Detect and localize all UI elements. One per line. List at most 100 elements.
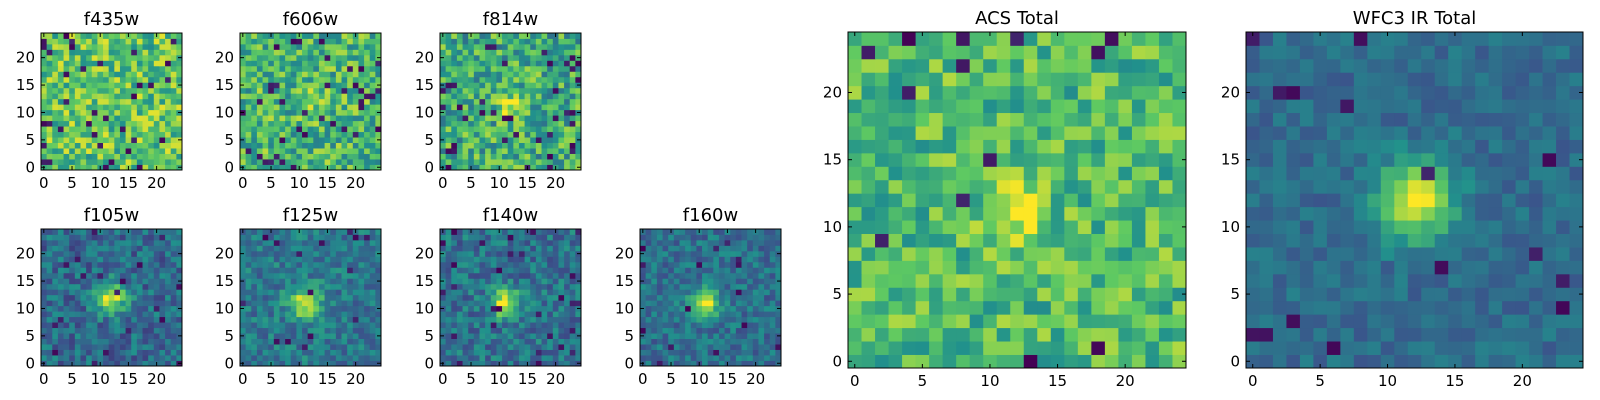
heatmap-cell (341, 43, 348, 50)
heatmap-cell (245, 289, 252, 296)
heatmap-cell (369, 115, 376, 122)
heatmap-cell (496, 159, 503, 165)
heatmap-cell (142, 115, 149, 122)
heatmap-cell (136, 159, 143, 165)
heatmap-cell (747, 234, 754, 241)
heatmap-cell (369, 234, 376, 241)
heatmap-cell (131, 305, 138, 312)
heatmap-cell (479, 131, 486, 138)
heatmap-cell (462, 289, 469, 296)
heatmap-cell (91, 283, 98, 290)
heatmap-cell (108, 65, 115, 72)
x-tick-label: 5 (67, 370, 77, 388)
heatmap-cell (307, 229, 314, 235)
heatmap-cell (251, 60, 258, 67)
heatmap-cell (57, 256, 64, 263)
heatmap-cell (929, 300, 944, 315)
heatmap-cell (285, 316, 292, 323)
heatmap-cell (769, 278, 776, 285)
heatmap-cell (302, 131, 309, 138)
heatmap-cell (330, 76, 337, 83)
heatmap-cell (176, 245, 183, 252)
heatmap-cell (485, 327, 492, 334)
heatmap-cell (114, 164, 121, 171)
heatmap-cell (176, 229, 183, 235)
heatmap-cell (496, 333, 503, 339)
heatmap-cell (347, 316, 354, 323)
heatmap-cell (468, 137, 475, 143)
heatmap-cell (74, 164, 81, 171)
heatmap-cell (496, 65, 503, 72)
heatmap-cell (358, 137, 365, 143)
heatmap-cell (552, 333, 559, 339)
heatmap-cell (245, 229, 252, 235)
heatmap-cell (485, 338, 492, 345)
heatmap-cell (735, 344, 742, 350)
heatmap-cell (552, 305, 559, 312)
heatmap-cell (273, 305, 280, 312)
heatmap-cell (496, 234, 503, 241)
heatmap-cell (713, 338, 720, 345)
heatmap-cell (341, 344, 348, 350)
heatmap-cell (558, 33, 565, 39)
heatmap-cell (347, 267, 354, 274)
heatmap-cell (861, 220, 876, 234)
heatmap-cell (479, 71, 486, 78)
heatmap-cell (558, 54, 565, 61)
heatmap-cell (131, 327, 138, 334)
heatmap-cell (651, 322, 658, 329)
heatmap-cell (479, 120, 486, 127)
heatmap-cell (445, 131, 452, 138)
heatmap-cell (251, 93, 258, 100)
heatmap-cell (440, 245, 447, 252)
heatmap-cell (268, 65, 275, 72)
heatmap-cell (369, 289, 376, 296)
heatmap-cell (324, 272, 331, 279)
heatmap-cell (251, 148, 258, 154)
heatmap-cell (251, 272, 258, 279)
heatmap-cell (468, 71, 475, 78)
heatmap-cell (352, 93, 359, 100)
heatmap-cell (148, 82, 155, 89)
heatmap-cell (690, 360, 697, 367)
heatmap-cell (352, 38, 359, 45)
heatmap-cell (364, 98, 371, 105)
heatmap-cell (1091, 300, 1106, 315)
heatmap-cell (547, 109, 554, 116)
heatmap-cell (74, 360, 81, 367)
heatmap-cell (1023, 247, 1038, 261)
heatmap-cell (347, 33, 354, 39)
heatmap-cell (535, 115, 542, 122)
heatmap-cell (375, 98, 382, 105)
heatmap-cell (136, 164, 143, 171)
heatmap-cell (262, 38, 269, 45)
heatmap-cell (502, 82, 509, 89)
heatmap-cell (142, 261, 149, 268)
heatmap-cell (456, 82, 463, 89)
heatmap-cell (341, 109, 348, 116)
heatmap-cell (307, 82, 314, 89)
heatmap-cell (651, 338, 658, 345)
heatmap-cell (996, 206, 1011, 221)
heatmap-cell (696, 250, 703, 257)
heatmap-cell (153, 148, 160, 154)
heatmap-cell (507, 272, 514, 279)
heatmap-cell (240, 289, 247, 296)
heatmap-cell (496, 131, 503, 138)
heatmap-cell (159, 104, 166, 111)
heatmap-cell (170, 38, 177, 45)
heatmap-cell (552, 137, 559, 143)
heatmap-cell (535, 131, 542, 138)
heatmap-cell (245, 159, 252, 165)
heatmap-cell (673, 234, 680, 241)
heatmap-cell (159, 126, 166, 133)
heatmap-cell (176, 87, 183, 94)
heatmap-cell (103, 239, 110, 246)
heatmap-cell (547, 153, 554, 160)
heatmap-cell (735, 278, 742, 285)
heatmap-cell (861, 260, 876, 275)
heatmap-cell (942, 341, 957, 355)
heatmap-cell (558, 283, 565, 290)
heatmap-cell (240, 344, 247, 350)
